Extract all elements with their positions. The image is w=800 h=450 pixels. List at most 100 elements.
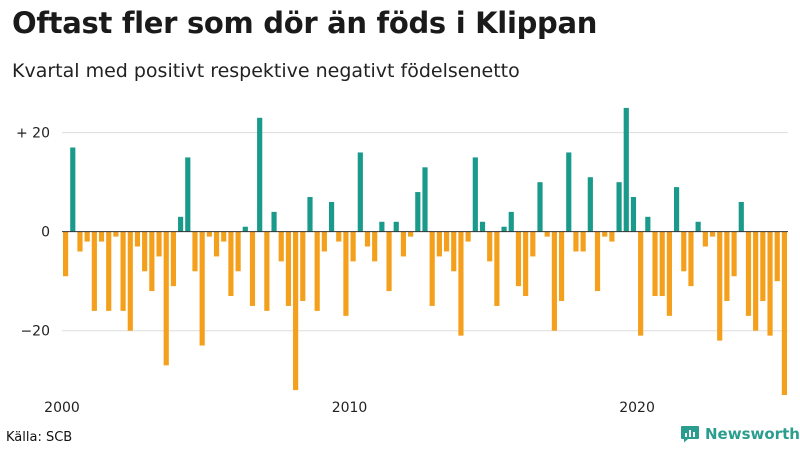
- bar: [178, 216, 184, 232]
- bar: [70, 147, 76, 232]
- bar: [199, 231, 205, 346]
- bar: [479, 221, 486, 232]
- y-tick-label: + 20: [16, 126, 50, 142]
- bar: [156, 231, 162, 257]
- gridlines: [62, 132, 788, 332]
- bar: [645, 216, 651, 232]
- bar: [717, 231, 723, 341]
- bar: [321, 231, 327, 252]
- bar-chart: + 20 0 −20 2000 2010 2020: [16, 107, 788, 416]
- bar: [594, 231, 601, 292]
- bar: [393, 221, 399, 232]
- bar: [235, 231, 241, 272]
- bar: [84, 231, 90, 242]
- bar: [767, 231, 773, 336]
- bar: [537, 182, 543, 232]
- bar: [566, 152, 572, 232]
- bar: [185, 157, 191, 232]
- bar: [63, 231, 69, 277]
- bar: [285, 231, 292, 306]
- bar: [602, 231, 608, 237]
- bar: [300, 231, 306, 301]
- bar: [659, 231, 665, 297]
- bar: [451, 231, 457, 272]
- bar: [142, 231, 148, 272]
- bar: [415, 192, 421, 232]
- bar: [364, 231, 371, 247]
- bar: [120, 231, 126, 311]
- newsworthy-logo-icon: [681, 426, 699, 443]
- bar: [623, 107, 629, 232]
- bar: [77, 231, 83, 252]
- bar: [91, 231, 97, 311]
- brand-name: Newsworthy: [705, 425, 800, 443]
- bar: [271, 211, 277, 232]
- bar: [702, 231, 708, 247]
- bar: [745, 231, 752, 316]
- bar: [98, 231, 105, 242]
- bar: [781, 231, 787, 396]
- bar: [673, 187, 680, 232]
- bar: [429, 231, 435, 306]
- bar: [587, 177, 593, 232]
- bar: [336, 231, 342, 242]
- bar: [681, 231, 687, 272]
- bar: [753, 231, 759, 331]
- bar: [264, 231, 270, 311]
- bar: [386, 231, 392, 292]
- bar: [465, 231, 471, 242]
- bar: [293, 231, 299, 391]
- bar: [487, 231, 493, 262]
- x-tick-label: 2010: [332, 400, 368, 416]
- bar: [508, 211, 514, 232]
- bar: [206, 231, 212, 237]
- bar: [688, 231, 694, 287]
- bar: [213, 231, 220, 257]
- bar: [249, 231, 256, 306]
- bar: [616, 182, 622, 232]
- bar: [408, 231, 414, 237]
- bar: [573, 231, 579, 252]
- bar: [257, 117, 263, 232]
- bar: [709, 231, 716, 237]
- bar: [170, 231, 177, 287]
- bar: [400, 231, 407, 257]
- bar: [666, 231, 672, 316]
- bar: [458, 231, 464, 336]
- bar: [544, 231, 550, 237]
- x-tick-label: 2000: [44, 400, 80, 416]
- bar: [127, 231, 133, 331]
- bar: [530, 231, 536, 257]
- bar: [379, 221, 385, 232]
- bar: [343, 231, 349, 316]
- bar: [357, 152, 363, 232]
- bar: [228, 231, 234, 297]
- bar: [609, 231, 615, 242]
- bar: [695, 221, 701, 232]
- bar: [328, 201, 335, 232]
- x-tick-label: 2020: [619, 400, 655, 416]
- bar: [630, 197, 637, 232]
- bar: [372, 231, 378, 262]
- y-tick-label: −20: [20, 324, 50, 340]
- bar: [774, 231, 780, 282]
- bar: [580, 231, 586, 252]
- chart-subtitle: Kvartal med positivt respektive negativt…: [12, 60, 520, 82]
- bar: [652, 231, 658, 297]
- bar: [443, 231, 450, 252]
- axes: + 20 0 −20 2000 2010 2020: [16, 126, 788, 416]
- brand-logo[interactable]: Newsworthy: [680, 425, 800, 443]
- bar: [472, 157, 478, 232]
- bar: [494, 231, 500, 306]
- bar: [134, 231, 141, 247]
- bar: [314, 231, 320, 311]
- bar: [515, 231, 522, 287]
- bar: [501, 226, 507, 232]
- bar: [558, 231, 565, 301]
- bar: [551, 231, 557, 331]
- bar: [350, 231, 356, 262]
- bars: [63, 107, 787, 396]
- bar: [307, 197, 313, 232]
- source-note: Källa: SCB: [6, 430, 73, 445]
- bar: [242, 226, 248, 232]
